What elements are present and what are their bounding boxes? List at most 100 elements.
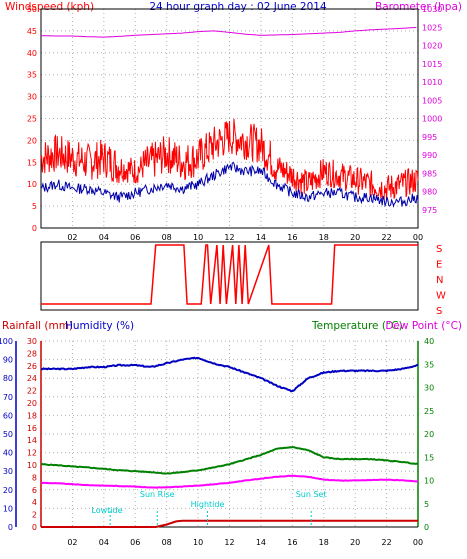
direction-label: W (436, 291, 446, 302)
rainfall-tick-label: 8 (32, 473, 37, 482)
rainfall-axis-title: Rainfall (mm) (2, 320, 73, 332)
humidity-axis-title: Humidity (%) (65, 320, 134, 332)
rainfall-tick-label: 10 (27, 461, 37, 470)
rainfall-tick-label: 22 (27, 387, 37, 396)
rainfall-tick-label: 12 (27, 449, 37, 458)
barometer-line (40, 26, 417, 38)
humidity-tick-label: 90 (3, 356, 13, 365)
humidity-tick-label: 40 (3, 449, 13, 458)
humidity-tick-label: 20 (3, 486, 13, 495)
rainfall-tick-label: 24 (27, 374, 37, 383)
humidity-tick-label: 50 (3, 430, 13, 439)
temperature-tick-label: 0 (424, 523, 429, 532)
humidity-tick-label: 70 (3, 393, 13, 402)
humidity-x-tick-label: 22 (381, 538, 391, 547)
wind-x-tick-label: 06 (130, 233, 140, 242)
windspeed-tick-label: 50 (27, 5, 37, 14)
temperature-tick-label: 10 (424, 477, 434, 486)
temperature-axis-title: Temperature (°C) (311, 320, 403, 332)
wind-x-tick-label: 16 (287, 233, 297, 242)
windspeed-axis-title: Windspeed (kph) (5, 1, 94, 13)
direction-label: N (436, 275, 443, 286)
wind-plot-frame (40, 8, 419, 229)
rainfall-tick-label: 16 (27, 424, 37, 433)
humidity-x-tick-label: 00 (413, 538, 423, 547)
windspeed-tick-label: 15 (27, 158, 37, 167)
temperature-tick-label: 35 (424, 360, 434, 369)
windspeed-tick-label: 5 (32, 202, 37, 211)
temperature-tick-label: 20 (424, 430, 434, 439)
windspeed-gust-line (40, 118, 419, 201)
humidity-tick-label: 80 (3, 374, 13, 383)
barometer-tick-label: 980 (422, 188, 437, 197)
temperature-tick-label: 25 (424, 407, 434, 416)
annotation-label: Hightide (191, 500, 225, 509)
direction-label: E (436, 260, 442, 271)
annotation-label: Lowtide (91, 506, 122, 515)
temperature-line (40, 446, 419, 475)
humidity-line (40, 356, 419, 393)
humidity-tick-label: 60 (3, 411, 13, 420)
barometer-tick-label: 975 (422, 206, 437, 215)
wind-x-tick-label: 12 (224, 233, 234, 242)
rainfall-tick-label: 18 (27, 411, 37, 420)
rainfall-tick-label: 4 (32, 498, 37, 507)
barometer-tick-label: 985 (422, 169, 437, 178)
direction-plot-frame (40, 241, 419, 311)
barometer-tick-label: 1030 (422, 5, 442, 14)
annotation-label: Sun Set (296, 490, 327, 499)
annotation-label: Sun Rise (140, 490, 175, 499)
humidity-tick-label: 10 (3, 504, 13, 513)
humidity-tick-label: 0 (8, 523, 13, 532)
wind-direction-line (41, 244, 418, 305)
windspeed-tick-label: 35 (27, 71, 37, 80)
humidity-x-tick-label: 10 (193, 538, 203, 547)
windspeed-tick-label: 45 (27, 27, 37, 36)
wind-x-tick-label: 08 (162, 233, 172, 242)
barometer-axis-title: Barometer (hpa) (375, 1, 462, 13)
barometer-tick-label: 1000 (422, 115, 442, 124)
temperature-tick-label: 5 (424, 500, 429, 509)
dewpoint-axis-title: Dew Point (°C) (385, 320, 462, 332)
humidity-x-tick-label: 08 (162, 538, 172, 547)
humidity-x-tick-label: 16 (287, 538, 297, 547)
dewpoint-line (40, 474, 419, 489)
rainfall-tick-label: 20 (27, 399, 37, 408)
windspeed-tick-label: 30 (27, 93, 37, 102)
chart-title: 24 hour graph day : 02 June 2014 (149, 1, 327, 13)
wind-x-tick-label: 18 (319, 233, 329, 242)
windspeed-tick-label: 10 (27, 180, 37, 189)
wind-x-tick-label: 00 (413, 233, 423, 242)
rainfall-tick-label: 30 (27, 337, 37, 346)
barometer-tick-label: 1015 (422, 60, 442, 69)
humidity-x-tick-label: 18 (319, 538, 329, 547)
humidity-x-tick-label: 20 (350, 538, 360, 547)
humidity-x-tick-label: 04 (99, 538, 109, 547)
windspeed-average-line (40, 161, 419, 208)
windspeed-tick-label: 20 (27, 136, 37, 145)
wind-x-tick-label: 22 (381, 233, 391, 242)
temperature-tick-label: 15 (424, 453, 434, 462)
wind-x-tick-label: 04 (99, 233, 109, 242)
temperature-tick-label: 30 (424, 384, 434, 393)
direction-label: S (436, 244, 442, 255)
rainfall-tick-label: 28 (27, 349, 37, 358)
barometer-tick-label: 995 (422, 133, 437, 142)
barometer-tick-label: 1025 (422, 23, 442, 32)
wind-x-tick-label: 02 (67, 233, 77, 242)
barometer-tick-label: 1020 (422, 42, 442, 51)
rainfall-tick-label: 14 (27, 436, 37, 445)
humidity-x-tick-label: 14 (256, 538, 266, 547)
humidity-tick-label: 100 (0, 337, 13, 346)
humidity-x-tick-label: 12 (224, 538, 234, 547)
windspeed-tick-label: 0 (32, 224, 37, 233)
rainfall-tick-label: 2 (32, 511, 37, 520)
barometer-tick-label: 1005 (422, 96, 442, 105)
rainfall-tick-label: 0 (32, 523, 37, 532)
barometer-tick-label: 990 (422, 151, 437, 160)
windspeed-tick-label: 40 (27, 49, 37, 58)
humidity-x-tick-label: 02 (67, 538, 77, 547)
wind-x-tick-label: 14 (256, 233, 266, 242)
